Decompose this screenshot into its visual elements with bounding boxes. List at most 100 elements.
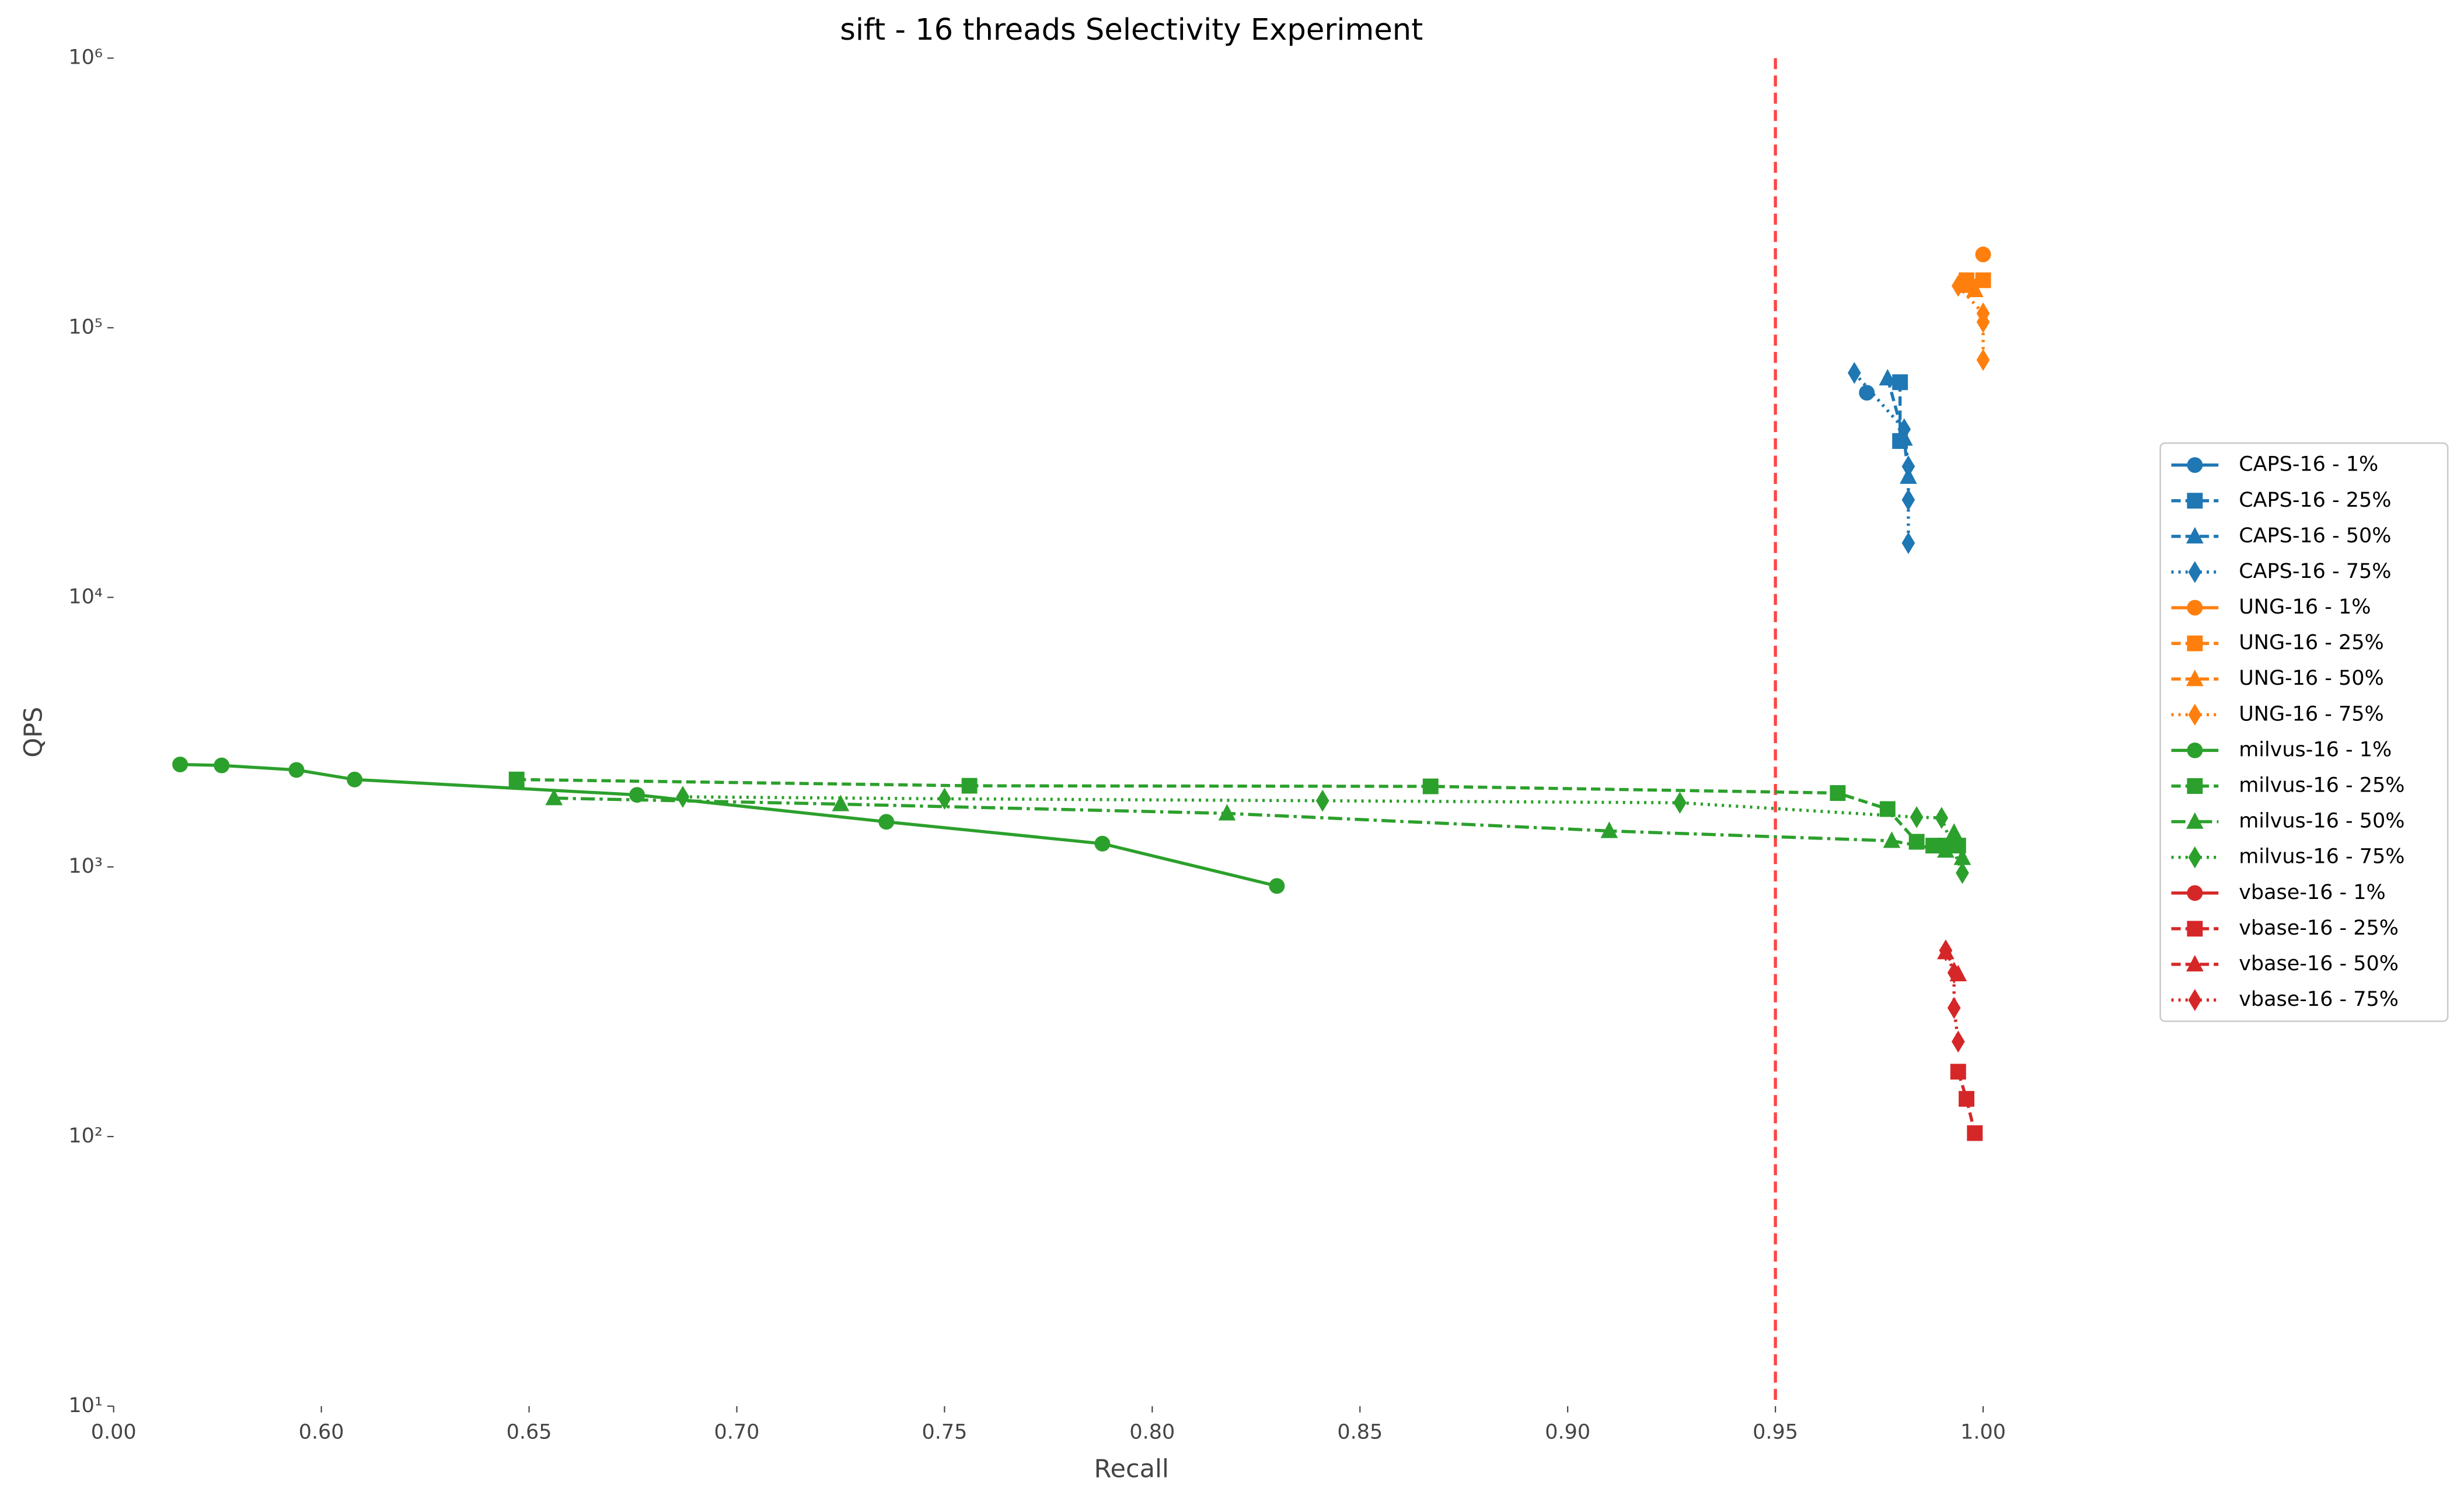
data-point bbox=[1966, 280, 1984, 297]
legend-label: vbase-16 - 25% bbox=[2239, 916, 2399, 940]
y-axis-label: QPS bbox=[19, 707, 48, 758]
legend-marker bbox=[2186, 812, 2204, 829]
legend-label: vbase-16 - 50% bbox=[2239, 952, 2399, 975]
data-point bbox=[961, 778, 978, 794]
x-tick-label: 0.95 bbox=[1753, 1421, 1798, 1444]
y-tick-label: 10⁵ bbox=[68, 315, 103, 339]
data-point bbox=[1600, 821, 1618, 838]
data-point bbox=[1976, 349, 1990, 371]
data-point bbox=[1901, 532, 1915, 555]
x-tick-label: 0.70 bbox=[714, 1421, 760, 1444]
data-point bbox=[1315, 789, 1329, 812]
data-point bbox=[347, 771, 363, 787]
data-point bbox=[676, 786, 690, 808]
data-point bbox=[1947, 996, 1961, 1019]
legend-label: vbase-16 - 75% bbox=[2239, 988, 2399, 1011]
data-point bbox=[1945, 823, 1963, 840]
x-tick-label: 0.80 bbox=[1129, 1421, 1175, 1444]
data-point bbox=[1859, 385, 1875, 401]
y-tick-label: 10² bbox=[68, 1124, 103, 1148]
data-point bbox=[1830, 785, 1846, 801]
data-point bbox=[1976, 311, 1990, 333]
data-point bbox=[1910, 806, 1924, 828]
legend-marker bbox=[2187, 921, 2203, 937]
legend-label: UNG-16 - 50% bbox=[2239, 667, 2384, 690]
series-line bbox=[1957, 284, 1985, 360]
data-point bbox=[214, 757, 230, 773]
legend-label: CAPS-16 - 75% bbox=[2239, 560, 2391, 583]
data-point bbox=[508, 771, 525, 787]
data-point bbox=[1673, 792, 1687, 814]
legend-label: UNG-16 - 25% bbox=[2239, 631, 2384, 654]
legend-label: vbase-16 - 1% bbox=[2239, 881, 2385, 904]
x-tick-label: 0.90 bbox=[1545, 1421, 1590, 1444]
data-point bbox=[1879, 368, 1897, 386]
legend-marker bbox=[2187, 742, 2203, 758]
legend-marker bbox=[2187, 493, 2203, 509]
data-point bbox=[1269, 878, 1285, 894]
legend-label: CAPS-16 - 25% bbox=[2239, 489, 2391, 512]
legend-marker bbox=[2187, 600, 2203, 616]
chart-title: sift - 16 threads Selectivity Experiment bbox=[840, 13, 1423, 47]
x-tick-label: 0.75 bbox=[922, 1421, 967, 1444]
x-tick-label: 0.65 bbox=[507, 1421, 552, 1444]
y-tick-label: 10¹ bbox=[68, 1394, 103, 1417]
y-tick-label: 10³ bbox=[68, 855, 103, 878]
data-point bbox=[1947, 961, 1961, 984]
legend-marker bbox=[2186, 670, 2204, 686]
data-point bbox=[1883, 831, 1901, 848]
data-point bbox=[1975, 246, 1991, 263]
data-point bbox=[1959, 1090, 1975, 1107]
x-axis-label: Recall bbox=[1094, 1455, 1169, 1484]
data-point bbox=[1935, 807, 1949, 829]
x-tick-label: 0.85 bbox=[1337, 1421, 1383, 1444]
y-tick-label: 10⁶ bbox=[68, 46, 103, 69]
legend-marker bbox=[2187, 635, 2203, 651]
data-point bbox=[1892, 374, 1908, 391]
legend-label: UNG-16 - 75% bbox=[2239, 702, 2384, 726]
data-point bbox=[288, 762, 305, 778]
data-point bbox=[1218, 804, 1236, 821]
legend-marker bbox=[2187, 885, 2203, 901]
x-tick-label: 0.00 bbox=[91, 1421, 137, 1444]
data-point bbox=[1422, 778, 1439, 794]
data-point bbox=[878, 814, 895, 830]
data-point bbox=[1953, 848, 1971, 865]
x-tick-label: 0.60 bbox=[299, 1421, 344, 1444]
series-line bbox=[180, 762, 1278, 888]
series-line bbox=[1853, 372, 1910, 543]
data-point bbox=[1937, 841, 1955, 858]
data-point bbox=[1879, 801, 1896, 817]
legend-label: CAPS-16 - 50% bbox=[2239, 524, 2391, 548]
series-line bbox=[1944, 950, 1960, 1042]
legend-box bbox=[2159, 442, 2449, 1022]
data-point bbox=[1956, 862, 1969, 884]
legend-label: milvus-16 - 75% bbox=[2239, 845, 2404, 869]
data-point bbox=[1897, 418, 1911, 441]
legend-marker bbox=[2187, 457, 2203, 473]
x-tick-label: 1.00 bbox=[1960, 1421, 2006, 1444]
data-point bbox=[1925, 838, 1942, 854]
data-point bbox=[1901, 489, 1915, 511]
legend-marker bbox=[2187, 778, 2203, 794]
data-point bbox=[1952, 1030, 1965, 1053]
legend-label: UNG-16 - 1% bbox=[2239, 595, 2371, 619]
data-point bbox=[545, 789, 563, 806]
data-point bbox=[1952, 274, 1965, 297]
data-point bbox=[1975, 272, 1991, 288]
legend-label: milvus-16 - 50% bbox=[2239, 810, 2404, 833]
legend-marker bbox=[2186, 527, 2204, 543]
legend-label: milvus-16 - 1% bbox=[2239, 738, 2392, 761]
data-point bbox=[1901, 455, 1915, 478]
legend-marker bbox=[2186, 954, 2204, 972]
data-point bbox=[1950, 1064, 1966, 1080]
y-tick-label: 10⁴ bbox=[68, 585, 103, 608]
data-point bbox=[1094, 835, 1111, 852]
legend-label: milvus-16 - 25% bbox=[2239, 774, 2404, 797]
data-point bbox=[172, 757, 189, 772]
data-point bbox=[832, 794, 850, 811]
data-point bbox=[1848, 361, 1861, 384]
data-point bbox=[1967, 1125, 1983, 1141]
